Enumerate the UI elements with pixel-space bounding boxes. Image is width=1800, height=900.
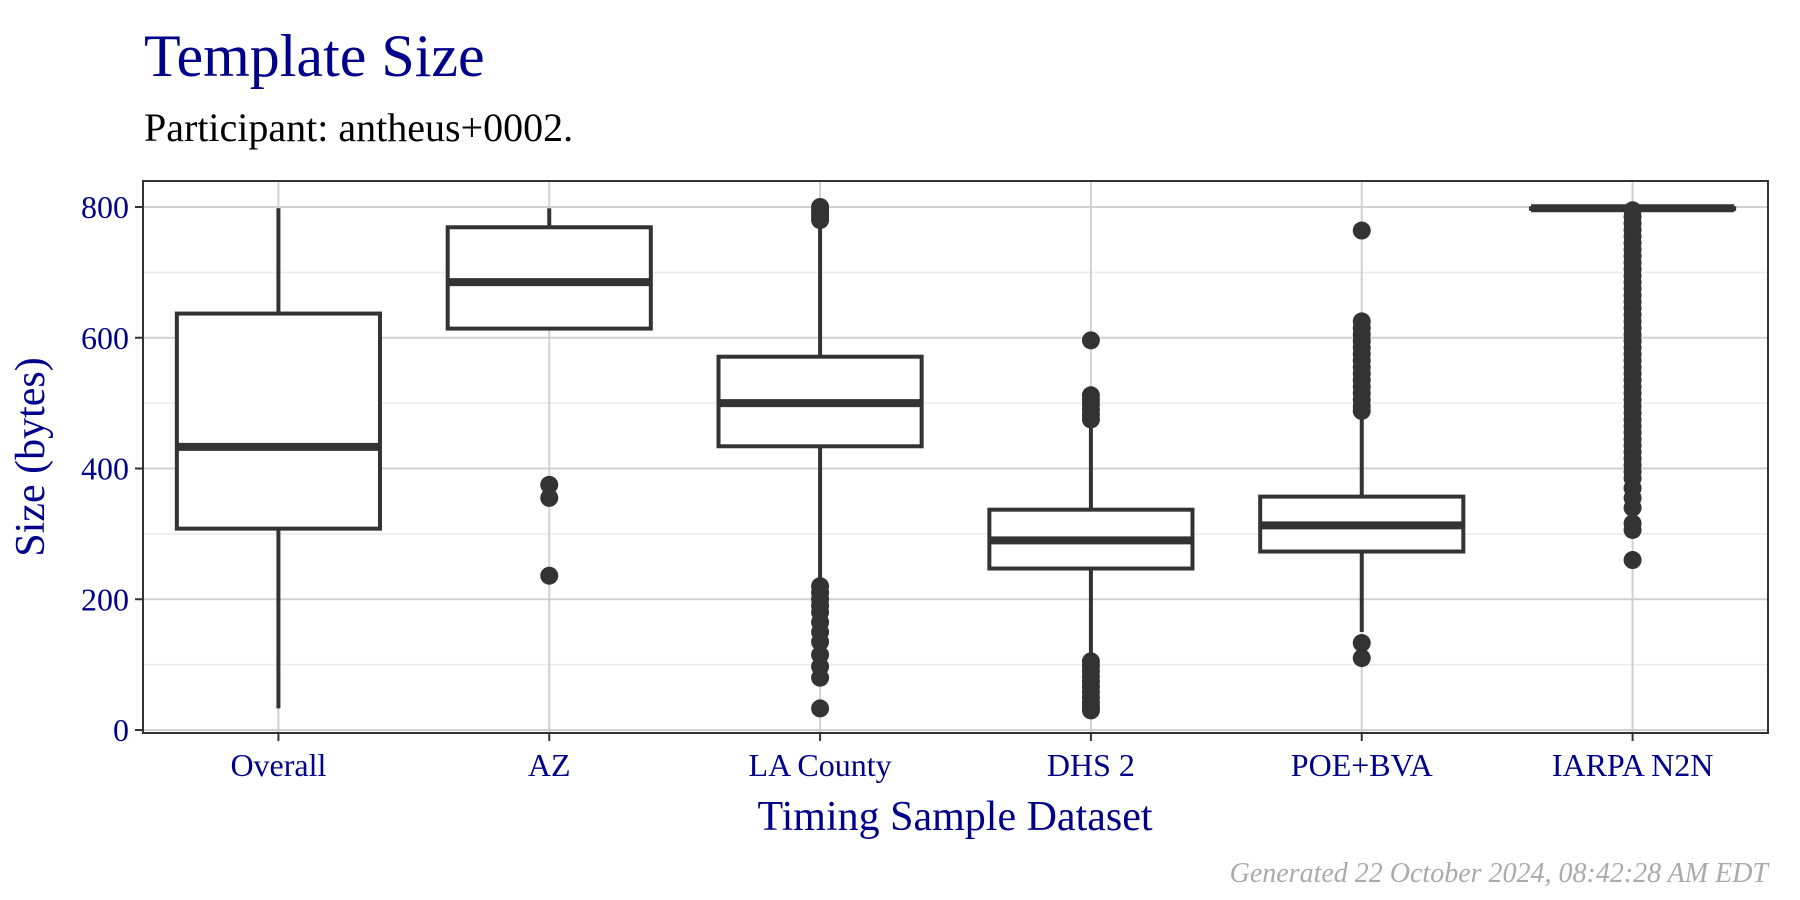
x-axis-title: Timing Sample Dataset	[757, 794, 1152, 840]
box-dhs-2	[987, 331, 1195, 720]
box-overall	[174, 208, 382, 709]
outlier-point	[811, 699, 830, 718]
x-tick-label: AZ	[528, 747, 571, 783]
x-tick-label: IARPA N2N	[1552, 747, 1714, 783]
axes: 0 200 400 600 800 Overall AZ LA County DHS 2 POE+…	[81, 189, 1713, 783]
outlier-point	[811, 211, 830, 230]
y-tick-label: 600	[81, 320, 129, 356]
y-tick-label: 0	[113, 712, 129, 748]
outlier-point	[1081, 331, 1100, 350]
outlier-point	[1081, 410, 1100, 429]
outlier-point	[1352, 401, 1371, 420]
outlier-point	[811, 632, 830, 651]
outlier-point	[540, 566, 559, 585]
y-axis-title: Size (bytes)	[8, 357, 54, 556]
y-tick-label: 400	[81, 451, 129, 487]
x-tick-label: LA County	[749, 747, 892, 783]
outlier-point	[1623, 551, 1642, 570]
x-tick-label: Overall	[230, 747, 326, 783]
boxes	[174, 198, 1737, 720]
grid-lines	[143, 181, 1768, 733]
y-tick-label: 200	[81, 581, 129, 617]
outlier-point	[1352, 649, 1371, 668]
outlier-point	[540, 488, 559, 507]
box-poe-bva	[1258, 221, 1466, 668]
chart-subtitle: Participant: antheus+0002.	[144, 105, 574, 150]
chart-title: Template Size	[144, 23, 485, 89]
outlier-point	[1081, 701, 1100, 720]
y-tick-label: 800	[81, 189, 129, 225]
generated-timestamp: Generated 22 October 2024, 08:42:28 AM E…	[1229, 858, 1768, 889]
outlier-point	[1623, 498, 1642, 517]
plot-panel-border	[142, 180, 1769, 734]
box-iarpa-n2n	[1529, 201, 1737, 570]
outlier-point	[540, 475, 559, 494]
outlier-point	[1623, 520, 1642, 539]
x-tick-label: DHS 2	[1047, 747, 1135, 783]
x-tick-label: POE+BVA	[1291, 747, 1433, 783]
box-la-county	[716, 198, 924, 718]
outlier-point	[1352, 221, 1371, 240]
outlier-point	[1352, 634, 1371, 653]
outlier-point	[811, 668, 830, 687]
box-iqr	[174, 311, 382, 531]
box-iqr	[445, 225, 653, 331]
box-az	[445, 208, 653, 585]
